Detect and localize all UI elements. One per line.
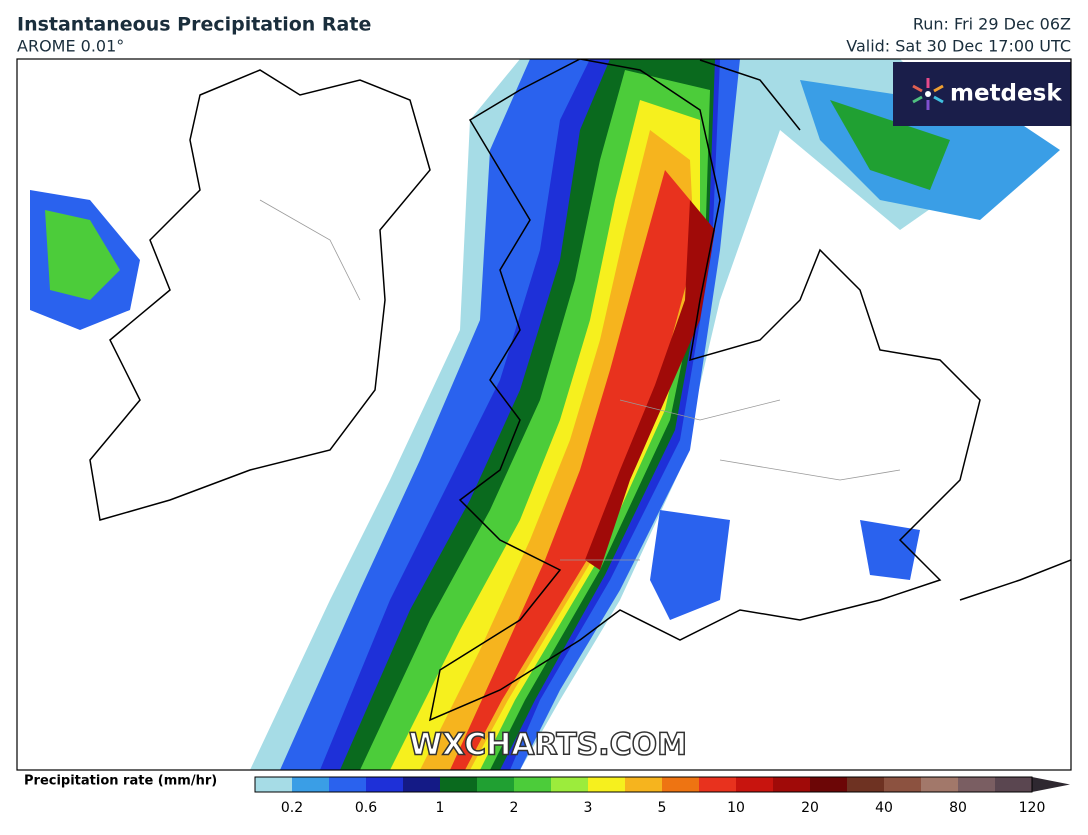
- title: Instantaneous Precipitation Rate: [17, 14, 371, 36]
- colorbar-tick-label: 20: [801, 800, 819, 816]
- colorbar-segment: [662, 777, 699, 792]
- model: AROME 0.01°: [17, 37, 124, 56]
- colorbar-segment: [958, 777, 995, 792]
- colorbar-segment: [995, 777, 1032, 792]
- colorbar-segment: [588, 777, 625, 792]
- colorbar-segment: [440, 777, 477, 792]
- colorbar-segment: [477, 777, 514, 792]
- colorbar-segment: [736, 777, 773, 792]
- colorbar-tick-label: 0.2: [281, 800, 303, 816]
- colorbar-segment: [625, 777, 662, 792]
- colorbar-segment: [514, 777, 551, 792]
- colorbar-tick-label: 10: [727, 800, 745, 816]
- colorbar-tick-label: 2: [510, 800, 519, 816]
- colorbar-segment: [292, 777, 329, 792]
- colorbar-tick-label: 5: [658, 800, 667, 816]
- colorbar-segment: [403, 777, 440, 792]
- colorbar-segment: [329, 777, 366, 792]
- colorbar-segment: [255, 777, 292, 792]
- colorbar-segment: [699, 777, 736, 792]
- colorbar-frame: [254, 776, 1033, 793]
- colorbar-tick-label: 1: [436, 800, 445, 816]
- run: Run: Fri 29 Dec 06Z: [913, 15, 1071, 34]
- colorbar-segment: [921, 777, 958, 792]
- colorbar-tick-label: 80: [949, 800, 967, 816]
- colorbar-tick-label: 40: [875, 800, 893, 816]
- colorbar-segment: [773, 777, 810, 792]
- colorbar-segment: [551, 777, 588, 792]
- valid-time: Valid: Sat 30 Dec 17:00 UTC: [846, 37, 1071, 56]
- legend-label: Precipitation rate (mm/hr): [24, 774, 217, 789]
- watermark: WXCHARTS.COM: [409, 728, 687, 763]
- map: metdesk WXCHARTS.COM: [17, 59, 1071, 770]
- colorbar-arrow: [1032, 777, 1070, 792]
- colorbar-tick-label: 3: [584, 800, 593, 816]
- map-frame: [16, 58, 1072, 771]
- colorbar-segment: [366, 777, 403, 792]
- colorbar-tick-label: 120: [1019, 800, 1046, 816]
- colorbar-segment: [847, 777, 884, 792]
- logo-text: metdesk: [950, 81, 1062, 107]
- colorbar-segment: [884, 777, 921, 792]
- colorbar-segment: [810, 777, 847, 792]
- logo-icon: [912, 78, 944, 110]
- colorbar-tick-label: 0.6: [355, 800, 377, 816]
